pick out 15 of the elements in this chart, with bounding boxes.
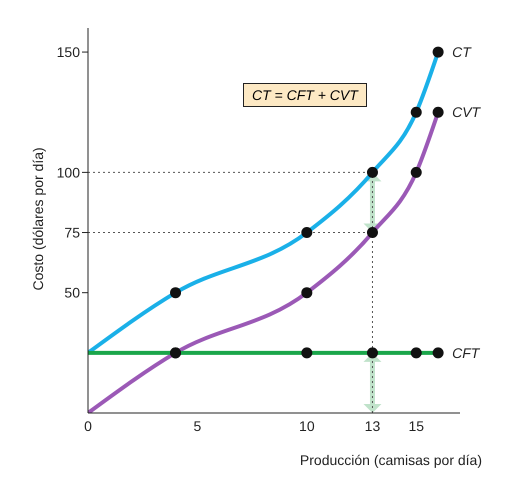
series-label: CFT — [452, 344, 481, 361]
y-tick-label: 150 — [56, 44, 80, 60]
series-label: CVT — [452, 104, 482, 120]
y-tick-label: 100 — [56, 164, 80, 180]
y-tick-label: 75 — [64, 224, 80, 240]
x-tick-label: 5 — [194, 418, 202, 434]
x-tick-label: 10 — [299, 418, 315, 434]
annotation: CT = CFT + CVT — [243, 83, 367, 107]
x-tick-label: 15 — [408, 418, 424, 434]
series-label: CT — [452, 44, 472, 60]
y-tick-label: 50 — [64, 284, 80, 301]
x-tick-label: 0 — [84, 418, 92, 434]
x-tick-label: 13 — [364, 418, 380, 434]
y-axis-title: Costo (dólares por día) — [30, 147, 46, 290]
x-axis-title: Producción (camisas por día) — [300, 452, 482, 468]
